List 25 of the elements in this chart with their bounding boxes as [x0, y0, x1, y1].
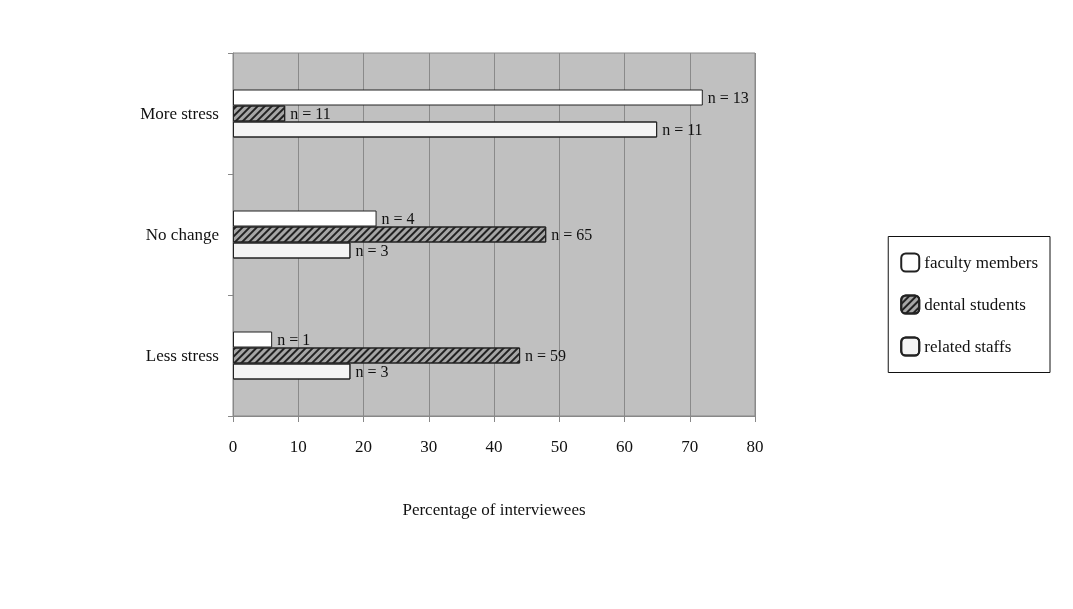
x-tick-label: 0	[228, 437, 238, 456]
legend-label: faculty members	[924, 253, 1038, 272]
x-axis-title: Percentage of interviewees	[402, 500, 586, 519]
x-tick-label: 10	[289, 437, 307, 456]
annotation: n = 1	[277, 331, 311, 348]
y-tick-label: Less stress	[145, 346, 219, 365]
x-tick-label: 50	[550, 437, 568, 456]
x-tick-label: 30	[420, 437, 438, 456]
x-tick-label: 80	[746, 437, 764, 456]
annotation: n = 4	[381, 210, 415, 227]
annotation: n = 65	[551, 226, 593, 243]
annotation: n = 13	[707, 89, 749, 106]
annotation: n = 3	[355, 363, 389, 380]
x-tick-label: 40	[485, 437, 503, 456]
annotation: n = 3	[355, 242, 389, 259]
annotation: n = 11	[290, 105, 331, 122]
y-tick-label: More stress	[140, 104, 219, 123]
y-tick-label: No change	[145, 225, 219, 244]
annotation: n = 59	[525, 347, 567, 364]
legend-label: dental students	[924, 295, 1026, 314]
x-tick-label: 20	[355, 437, 372, 456]
legend-label: related staffs	[924, 337, 1012, 356]
x-tick-label: 60	[616, 437, 633, 456]
annotation: n = 11	[662, 121, 703, 138]
x-tick-label: 70	[681, 437, 699, 456]
